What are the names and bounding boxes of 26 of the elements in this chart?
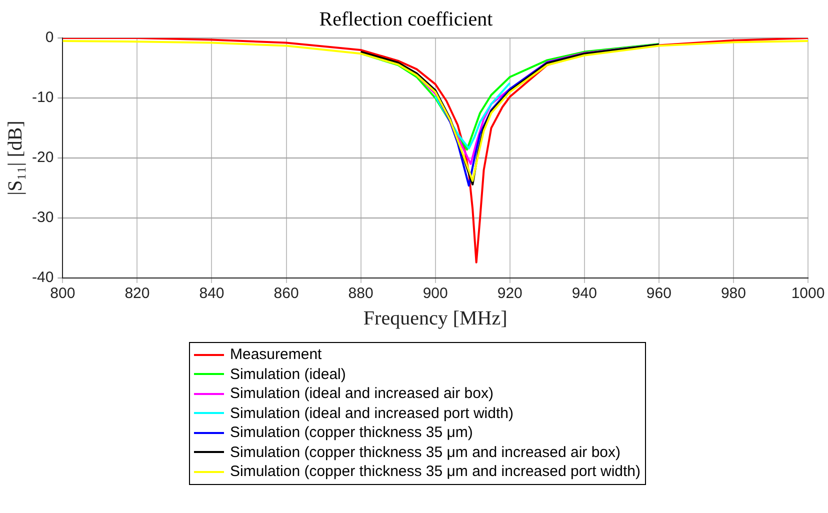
x-tick-label: 960 xyxy=(646,285,672,302)
x-tick-label: 820 xyxy=(124,285,150,302)
y-tick-label: -20 xyxy=(32,149,54,166)
legend-label: Simulation (ideal) xyxy=(230,364,346,384)
x-tick-label: 920 xyxy=(497,285,522,302)
x-tick-label: 900 xyxy=(422,285,448,302)
y-tick-label: -40 xyxy=(32,269,54,286)
legend-label: Simulation (ideal and increased port width) xyxy=(230,404,514,423)
legend-label: Simulation (copper thickness 35 μm and increased air box) xyxy=(230,442,620,462)
x-tick-label: 980 xyxy=(720,285,746,302)
x-tick-label: 800 xyxy=(50,285,76,302)
x-tick-label: 1000 xyxy=(791,285,825,302)
chart-title: Reflection coefficient xyxy=(319,8,494,30)
x-axis-title: Frequency [MHz] xyxy=(363,307,508,330)
x-tick-label: 860 xyxy=(274,285,299,302)
legend-label: Simulation (copper thickness 35 μm) xyxy=(230,423,473,442)
legend-label: Simulation (copper thickness 35 μm and increased port width) xyxy=(230,462,641,482)
x-tick-label: 940 xyxy=(572,285,597,302)
y-tick-label: -10 xyxy=(32,89,54,106)
x-tick-label: 880 xyxy=(348,285,374,302)
y-tick-label: -30 xyxy=(32,209,54,226)
legend-label: Simulation (ideal and increased air box) xyxy=(230,384,494,404)
legend-label: Measurement xyxy=(230,345,322,364)
y-tick-label: 0 xyxy=(45,29,54,46)
y-axis-title: |S₁₁| [dB] xyxy=(4,120,26,196)
x-tick-label: 840 xyxy=(199,285,224,302)
